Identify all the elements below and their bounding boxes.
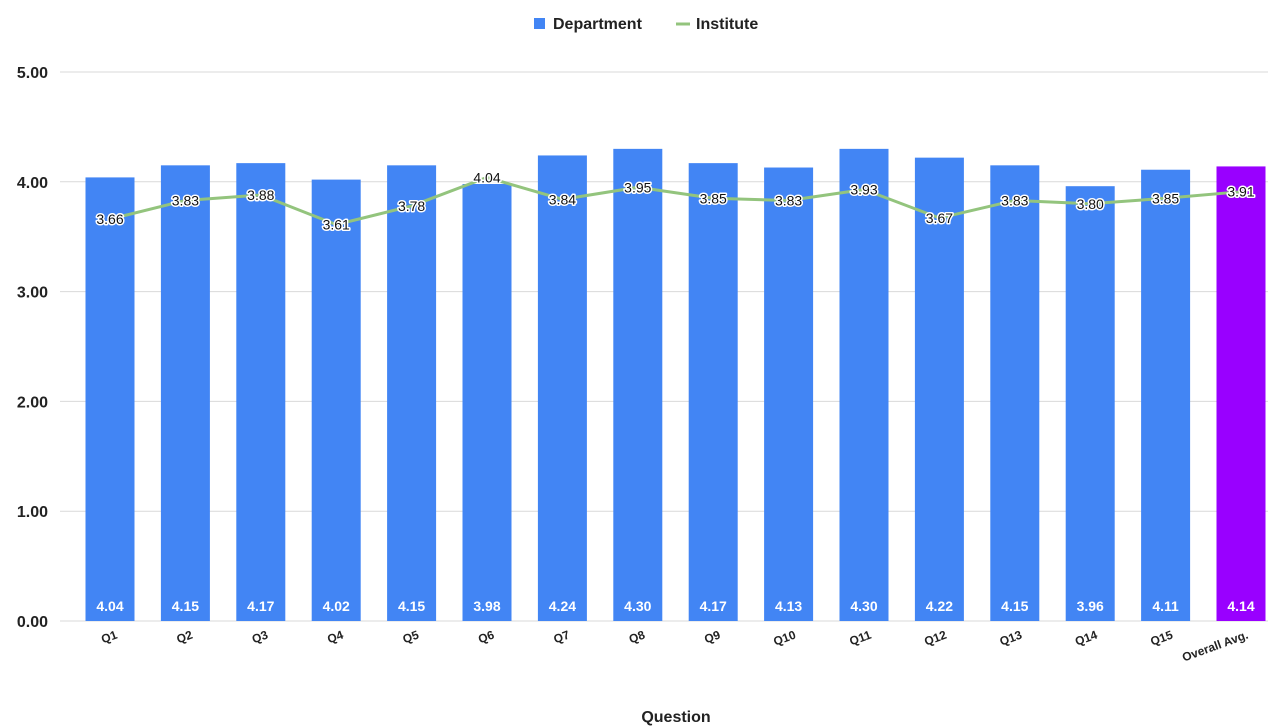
department-bar-label: 4.15 (398, 598, 425, 614)
institute-point-label: 3.93 (850, 181, 877, 197)
legend-department-swatch (534, 18, 545, 29)
department-bars (85, 148, 1266, 622)
department-bar-label: 4.22 (926, 598, 953, 614)
department-bar (537, 155, 587, 621)
department-bar-label: 4.15 (1001, 598, 1028, 614)
department-bar-label: 4.17 (700, 598, 727, 614)
x-axis-ticks: Q1 Q2 Q3 Q4 Q5 Q6 Q7 Q8 Q9 Q10 Q11 Q12 Q13 Q14 Q15 Over… (99, 628, 1250, 665)
department-data-labels: 4.04 4.15 4.17 4.02 4.15 3.98 4.24 4.30 4.17 4.13… (96, 598, 1254, 614)
department-bar-label: 3.98 (473, 598, 500, 614)
department-bar-label: 4.14 (1227, 598, 1254, 614)
department-bar (1216, 166, 1266, 622)
department-bar-label: 4.11 (1152, 598, 1179, 614)
x-tick-label: Q11 (848, 628, 874, 649)
institute-line (109, 175, 1242, 227)
institute-point-label: 3.67 (926, 210, 953, 226)
institute-point-label: 3.80 (1077, 196, 1104, 212)
x-tick-label: Q4 (325, 628, 345, 647)
x-tick-label: Q13 (998, 628, 1024, 649)
institute-point-label: 3.66 (96, 211, 123, 227)
institute-point-label: 3.85 (700, 190, 727, 206)
y-tick-label: 2.00 (17, 394, 48, 411)
department-bar (311, 179, 361, 621)
department-bar (613, 148, 663, 622)
department-bar-label: 4.24 (549, 598, 576, 614)
institute-point-label: 3.83 (775, 192, 802, 208)
x-tick-label: Q3 (250, 628, 270, 647)
institute-point-label: 3.84 (549, 191, 576, 207)
department-bar (462, 183, 512, 621)
department-bar (1141, 169, 1191, 622)
department-bar-label: 4.15 (172, 598, 199, 614)
x-tick-label: Q1 (99, 628, 119, 647)
department-bar (236, 163, 286, 621)
y-tick-label: 3.00 (17, 285, 48, 302)
department-bar-label: 4.30 (850, 598, 877, 614)
x-tick-label: Overall Avg. (1180, 628, 1250, 665)
department-bar (160, 165, 210, 621)
x-tick-label: Q5 (401, 628, 421, 647)
x-tick-label: Q12 (922, 628, 948, 649)
y-tick-label: 0.00 (17, 614, 48, 631)
department-bar (914, 157, 964, 622)
legend-department-label: Department (553, 16, 643, 33)
x-tick-label: Q15 (1149, 628, 1175, 649)
x-tick-label: Q8 (627, 628, 647, 647)
department-bar-label: 4.17 (247, 598, 274, 614)
x-tick-label: Q14 (1073, 628, 1099, 649)
department-bar (839, 148, 889, 622)
department-bar (387, 165, 437, 621)
x-axis-title: Question (641, 709, 710, 726)
x-tick-label: Q9 (702, 628, 722, 647)
department-bar (990, 165, 1040, 621)
institute-point-label: 3.85 (1152, 190, 1179, 206)
institute-data-labels: 3.66 3.83 3.88 3.61 3.78 4.04 3.84 3.95 3.85 3.83… (95, 168, 1256, 234)
department-bar (85, 177, 135, 621)
legend: Department Institute (534, 16, 758, 33)
x-tick-label: Q6 (476, 628, 496, 647)
institute-line-path (109, 175, 1242, 227)
y-tick-label: 1.00 (17, 504, 48, 521)
y-tick-label: 4.00 (17, 175, 48, 192)
y-axis-ticks: 0.00 1.00 2.00 3.00 4.00 5.00 (17, 65, 48, 631)
institute-point-label: 3.78 (398, 198, 425, 214)
institute-point-label: 3.88 (247, 187, 274, 203)
department-bar-label: 4.02 (323, 598, 350, 614)
institute-point-label: 3.61 (323, 217, 350, 233)
x-tick-label: Q2 (175, 628, 195, 647)
institute-point-label: 3.95 (624, 179, 651, 195)
institute-point-label: 4.04 (473, 169, 500, 185)
institute-point-label: 3.83 (1001, 192, 1028, 208)
department-bar (1065, 186, 1115, 621)
institute-point-label: 3.91 (1227, 184, 1254, 200)
department-bar (688, 163, 738, 621)
institute-point-label: 3.83 (172, 192, 199, 208)
x-tick-label: Q7 (552, 628, 572, 647)
y-tick-label: 5.00 (17, 65, 48, 82)
x-tick-label: Q10 (772, 628, 798, 649)
department-bar-label: 4.30 (624, 598, 651, 614)
department-bar-label: 4.13 (775, 598, 802, 614)
department-bar-label: 3.96 (1077, 598, 1104, 614)
department-bar (764, 167, 814, 621)
legend-institute-label: Institute (696, 16, 758, 33)
department-bar-label: 4.04 (96, 598, 123, 614)
